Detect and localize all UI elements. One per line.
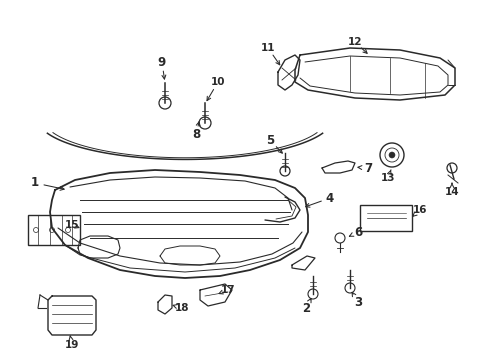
Text: 7: 7 — [363, 162, 371, 175]
Text: 16: 16 — [412, 205, 427, 215]
Text: 14: 14 — [444, 187, 458, 197]
Text: 17: 17 — [220, 285, 235, 295]
Text: 19: 19 — [65, 340, 79, 350]
Text: 13: 13 — [380, 173, 394, 183]
Bar — [28, 215, 80, 245]
Text: 1: 1 — [31, 176, 39, 189]
Text: 2: 2 — [301, 302, 309, 315]
Text: 8: 8 — [191, 129, 200, 141]
Text: 9: 9 — [158, 55, 166, 68]
Text: 4: 4 — [325, 192, 333, 204]
Text: 10: 10 — [210, 77, 225, 87]
Text: 11: 11 — [260, 43, 275, 53]
Text: 18: 18 — [174, 303, 189, 313]
Text: 5: 5 — [265, 134, 274, 147]
Bar — [359, 205, 411, 231]
Text: 15: 15 — [64, 220, 79, 230]
Circle shape — [388, 152, 394, 158]
Text: 3: 3 — [353, 296, 361, 309]
Text: 6: 6 — [353, 225, 362, 238]
Text: 12: 12 — [347, 37, 362, 47]
